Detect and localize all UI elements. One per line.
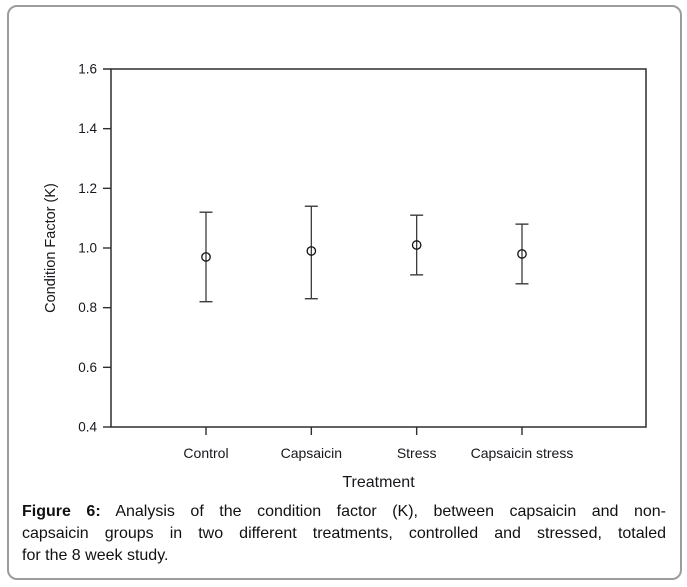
y-axis-tick-label: 1.0: [78, 241, 97, 256]
caption-line-2: capsaicin groups in two different treatm…: [22, 525, 666, 542]
y-axis-title: Condition Factor (K): [43, 183, 59, 313]
caption-line-3: for the 8 week study.: [22, 547, 169, 564]
figure-frame: 1.6 1.4 1.2 1.0 0.8 0.6 0.4 Control Capsaicin Str…: [7, 5, 682, 580]
caption-figure-label: Figure 6:: [22, 503, 101, 520]
y-axis-tick-label: 0.8: [78, 300, 97, 315]
x-axis-title: Treatment: [342, 474, 415, 491]
x-axis-category-label: Stress: [397, 445, 437, 461]
y-axis-tick-label: 1.2: [78, 181, 97, 196]
mean-marker: [411, 240, 422, 250]
x-axis-category-label: Control: [183, 445, 228, 461]
y-axis-tick-label: 0.4: [78, 420, 97, 435]
plot-box: [110, 68, 647, 428]
condition-factor-plot: 1.6 1.4 1.2 1.0 0.8 0.6 0.4 Control Capsaicin Str…: [43, 62, 647, 491]
y-axis-tick-label: 1.4: [78, 121, 97, 136]
mean-marker: [201, 252, 211, 262]
y-axis-tick-label: 1.6: [78, 62, 97, 77]
y-axis-tick-label: 0.6: [78, 360, 97, 375]
caption-line-1: Figure 6: Analysis of the condition fact…: [22, 501, 666, 523]
figure-caption: Figure 6: Analysis of the condition fact…: [22, 501, 666, 567]
mean-marker: [306, 246, 317, 256]
plot-area: 1.6 1.4 1.2 1.0 0.8 0.6 0.4 Control Capsaicin Str…: [9, 7, 680, 504]
x-axis-category-label: Capsaicin stress: [471, 445, 574, 461]
caption-line-1-text: Analysis of the condition factor (K), be…: [115, 503, 667, 520]
x-axis-category-label: Capsaicin: [281, 445, 342, 461]
mean-marker: [517, 249, 527, 259]
